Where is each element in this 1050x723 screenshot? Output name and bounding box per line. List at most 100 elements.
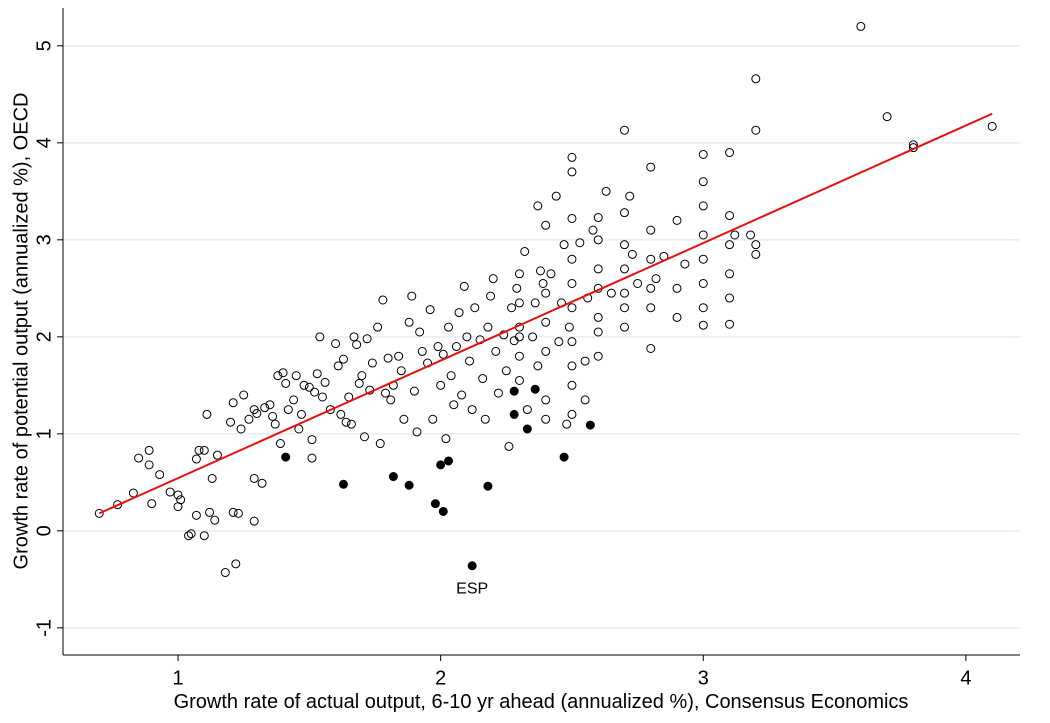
- point: [333, 361, 343, 371]
- point: [567, 361, 577, 371]
- y-tick-label: 4: [33, 137, 55, 148]
- point: [212, 450, 222, 460]
- point: [412, 427, 422, 437]
- point: [514, 269, 524, 279]
- y-tick-label: 1: [33, 428, 55, 439]
- point: [585, 420, 595, 430]
- y-tick-label: -1: [33, 619, 55, 637]
- point: [433, 342, 443, 352]
- point: [567, 278, 577, 288]
- point: [559, 452, 569, 462]
- point: [751, 249, 761, 259]
- point: [541, 317, 551, 327]
- point: [428, 414, 438, 424]
- point: [144, 445, 154, 455]
- point: [257, 478, 267, 488]
- point: [404, 317, 414, 327]
- point: [388, 472, 398, 482]
- point: [244, 414, 254, 424]
- point: [619, 208, 629, 218]
- point: [457, 390, 467, 400]
- point: [567, 213, 577, 223]
- point: [559, 240, 569, 250]
- point: [226, 417, 236, 427]
- point: [312, 369, 322, 379]
- point: [533, 201, 543, 211]
- x-tick-label: 1: [172, 667, 183, 689]
- point: [987, 121, 997, 131]
- point: [619, 240, 629, 250]
- point: [567, 254, 577, 264]
- point: [646, 162, 656, 172]
- point: [239, 390, 249, 400]
- point: [509, 336, 519, 346]
- point: [331, 339, 341, 349]
- point: [202, 409, 212, 419]
- point: [144, 460, 154, 470]
- point: [176, 495, 186, 505]
- point: [501, 366, 511, 376]
- point: [507, 303, 517, 313]
- point: [651, 274, 661, 284]
- point: [304, 382, 314, 392]
- point: [362, 334, 372, 344]
- y-axis-title: Growth rate of potential output (annuali…: [10, 93, 32, 570]
- point: [336, 409, 346, 419]
- point: [436, 460, 446, 470]
- point: [541, 346, 551, 356]
- point: [467, 561, 477, 571]
- y-tick-label: 5: [33, 40, 55, 51]
- y-tick-label: 0: [33, 525, 55, 536]
- point: [265, 400, 275, 410]
- point: [268, 411, 278, 421]
- point: [191, 454, 201, 464]
- point: [522, 424, 532, 434]
- point: [278, 368, 288, 378]
- point: [283, 405, 293, 415]
- point: [359, 432, 369, 442]
- point: [491, 346, 501, 356]
- point: [493, 388, 503, 398]
- point: [94, 508, 104, 518]
- point: [407, 291, 417, 301]
- point: [386, 395, 396, 405]
- point: [680, 259, 690, 269]
- point: [378, 295, 388, 305]
- point: [444, 322, 454, 332]
- point: [541, 395, 551, 405]
- point: [751, 240, 761, 250]
- point: [357, 371, 367, 381]
- point: [882, 112, 892, 122]
- point: [725, 211, 735, 221]
- point: [541, 220, 551, 230]
- point: [535, 266, 545, 276]
- point: [593, 312, 603, 322]
- point: [467, 405, 477, 415]
- point: [514, 332, 524, 342]
- point: [646, 225, 656, 235]
- point: [564, 322, 574, 332]
- point: [625, 191, 635, 201]
- point: [567, 303, 577, 313]
- x-tick-label: 4: [960, 667, 971, 689]
- point: [399, 414, 409, 424]
- point: [404, 480, 414, 490]
- point: [270, 419, 280, 429]
- point: [470, 303, 480, 313]
- point: [646, 254, 656, 264]
- point: [698, 303, 708, 313]
- point: [113, 500, 123, 510]
- point: [567, 380, 577, 390]
- point: [425, 305, 435, 315]
- point: [260, 403, 270, 413]
- point: [454, 308, 464, 318]
- point: [562, 419, 572, 429]
- point: [325, 405, 335, 415]
- point: [236, 424, 246, 434]
- point: [698, 201, 708, 211]
- point: [462, 332, 472, 342]
- point: [249, 516, 259, 526]
- point: [538, 278, 548, 288]
- point: [588, 225, 598, 235]
- point: [541, 414, 551, 424]
